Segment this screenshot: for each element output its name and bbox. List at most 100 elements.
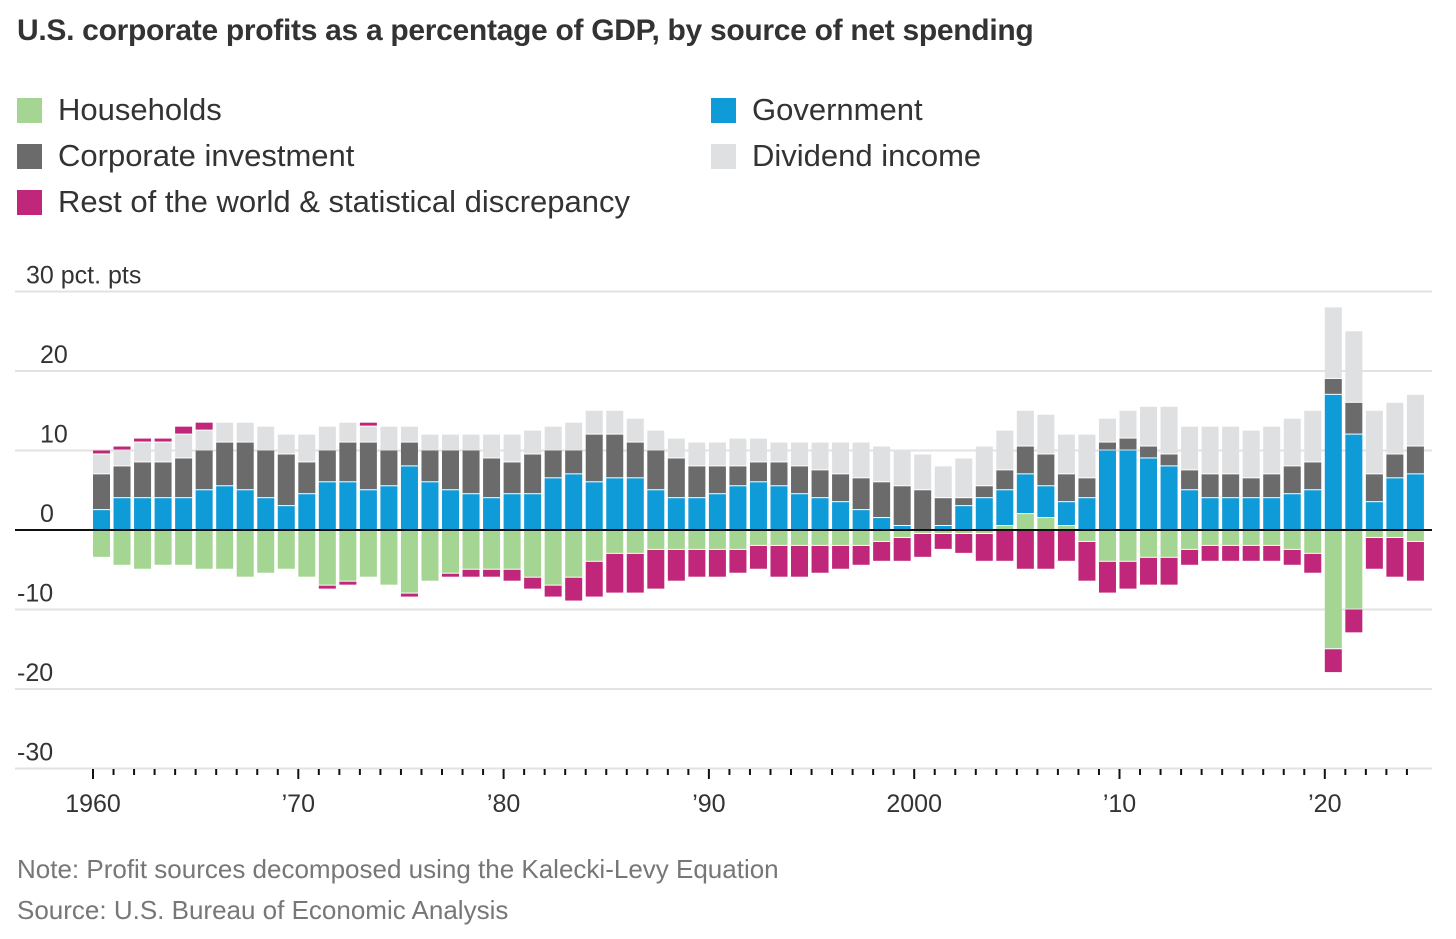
bar-dividend-income <box>216 422 234 442</box>
bar-rest-of-the-world-statistical-discrepancy <box>996 530 1014 561</box>
bar-dividend-income <box>1098 418 1116 442</box>
x-tick-label: ’80 <box>487 790 520 818</box>
bar-rest-of-the-world-statistical-discrepancy <box>729 549 747 573</box>
chart-source: Source: U.S. Bureau of Economic Analysis <box>17 895 509 925</box>
bar-rest-of-the-world-statistical-discrepancy <box>524 577 542 589</box>
bar-government <box>1304 490 1322 529</box>
bar-households <box>298 530 316 577</box>
bar-rest-of-the-world-statistical-discrepancy <box>544 585 562 597</box>
bar-households <box>1365 530 1383 537</box>
bar-corporate-investment <box>1140 446 1158 458</box>
bar-dividend-income <box>1201 426 1219 474</box>
bar-corporate-investment <box>318 450 336 482</box>
bar-government <box>1181 490 1199 529</box>
bar-rest-of-the-world-statistical-discrepancy <box>1242 545 1260 561</box>
bar-dividend-income <box>277 434 295 454</box>
bar-government <box>1201 498 1219 529</box>
bar-dividend-income <box>914 454 932 490</box>
bar-corporate-investment <box>1242 478 1260 498</box>
bar-rest-of-the-world-statistical-discrepancy <box>688 549 706 577</box>
bar-dividend-income <box>1263 426 1281 474</box>
bar-dividend-income <box>749 438 767 462</box>
bar-corporate-investment <box>216 442 234 486</box>
bar-dividend-income <box>236 422 254 442</box>
bar-government <box>257 498 275 529</box>
bar-dividend-income <box>380 426 398 450</box>
bar-dividend-income <box>1242 430 1260 478</box>
legend-corporate-investment: Corporate investment <box>17 138 354 174</box>
bar-dividend-income <box>524 430 542 454</box>
bar-households <box>811 530 829 545</box>
bar-households <box>1078 530 1096 541</box>
bar-government <box>647 490 665 529</box>
bar-corporate-investment <box>1201 474 1219 498</box>
bar-households <box>1140 530 1158 557</box>
bar-government <box>1222 498 1240 529</box>
bar-dividend-income <box>1406 394 1424 446</box>
bar-households <box>524 530 542 577</box>
bar-dividend-income <box>873 446 891 482</box>
bar-corporate-investment <box>483 458 501 498</box>
bar-government <box>236 490 254 529</box>
bar-government <box>93 510 110 529</box>
legend-government: Government <box>711 92 923 128</box>
bar-households <box>565 530 583 577</box>
bar-government <box>154 498 172 529</box>
bar-government <box>955 506 973 529</box>
bar-rest-of-the-world-statistical-discrepancy <box>1406 541 1424 581</box>
bar-households <box>626 530 644 553</box>
bar-households <box>380 530 398 585</box>
bar-rest-of-the-world-statistical-discrepancy <box>893 537 911 561</box>
bar-dividend-income <box>811 442 829 470</box>
bar-dividend-income <box>359 426 377 442</box>
bar-government <box>626 478 644 529</box>
bar-rest-of-the-world-statistical-discrepancy <box>195 422 213 430</box>
bar-corporate-investment <box>421 450 439 482</box>
bar-rest-of-the-world-statistical-discrepancy <box>1365 537 1383 569</box>
bar-dividend-income <box>1324 307 1342 378</box>
legend-swatch <box>17 143 42 169</box>
bar-rest-of-the-world-statistical-discrepancy <box>1324 649 1342 673</box>
bar-dividend-income <box>1345 331 1363 402</box>
bar-corporate-investment <box>175 458 193 498</box>
legend-label: Government <box>752 92 923 127</box>
bar-corporate-investment <box>380 450 398 486</box>
bar-rest-of-the-world-statistical-discrepancy <box>749 545 767 569</box>
bar-government <box>1160 466 1178 529</box>
bar-government <box>216 486 234 529</box>
bar-households <box>318 530 336 585</box>
bar-households <box>996 526 1014 529</box>
bar-government <box>462 494 480 529</box>
bar-households <box>1119 530 1137 561</box>
bar-government <box>688 498 706 529</box>
x-tick-label: ’70 <box>282 790 315 818</box>
bar-rest-of-the-world-statistical-discrepancy <box>1181 549 1199 565</box>
bar-rest-of-the-world-statistical-discrepancy <box>359 422 377 426</box>
bar-government <box>524 494 542 529</box>
bar-corporate-investment <box>134 462 152 498</box>
bar-corporate-investment <box>996 470 1014 490</box>
bar-households <box>134 530 152 569</box>
bar-government <box>996 490 1014 526</box>
bar-dividend-income <box>318 426 336 450</box>
bar-rest-of-the-world-statistical-discrepancy <box>1140 557 1158 585</box>
bar-dividend-income <box>934 466 952 498</box>
bar-government <box>339 482 357 529</box>
bar-households <box>1016 514 1034 529</box>
bar-corporate-investment <box>1098 442 1116 450</box>
bar-households <box>195 530 213 569</box>
bar-rest-of-the-world-statistical-discrepancy <box>832 545 850 569</box>
bar-dividend-income <box>421 434 439 450</box>
bar-dividend-income <box>688 442 706 466</box>
bar-corporate-investment <box>1304 462 1322 490</box>
bar-dividend-income <box>852 442 870 478</box>
bar-dividend-income <box>1160 406 1178 454</box>
bar-corporate-investment <box>749 462 767 482</box>
bar-rest-of-the-world-statistical-discrepancy <box>1057 530 1075 561</box>
bar-rest-of-the-world-statistical-discrepancy <box>606 553 624 593</box>
bar-rest-of-the-world-statistical-discrepancy <box>154 438 172 442</box>
bar-government <box>1119 450 1137 529</box>
bar-government <box>708 494 726 529</box>
bar-rest-of-the-world-statistical-discrepancy <box>975 533 993 561</box>
bar-corporate-investment <box>606 434 624 478</box>
